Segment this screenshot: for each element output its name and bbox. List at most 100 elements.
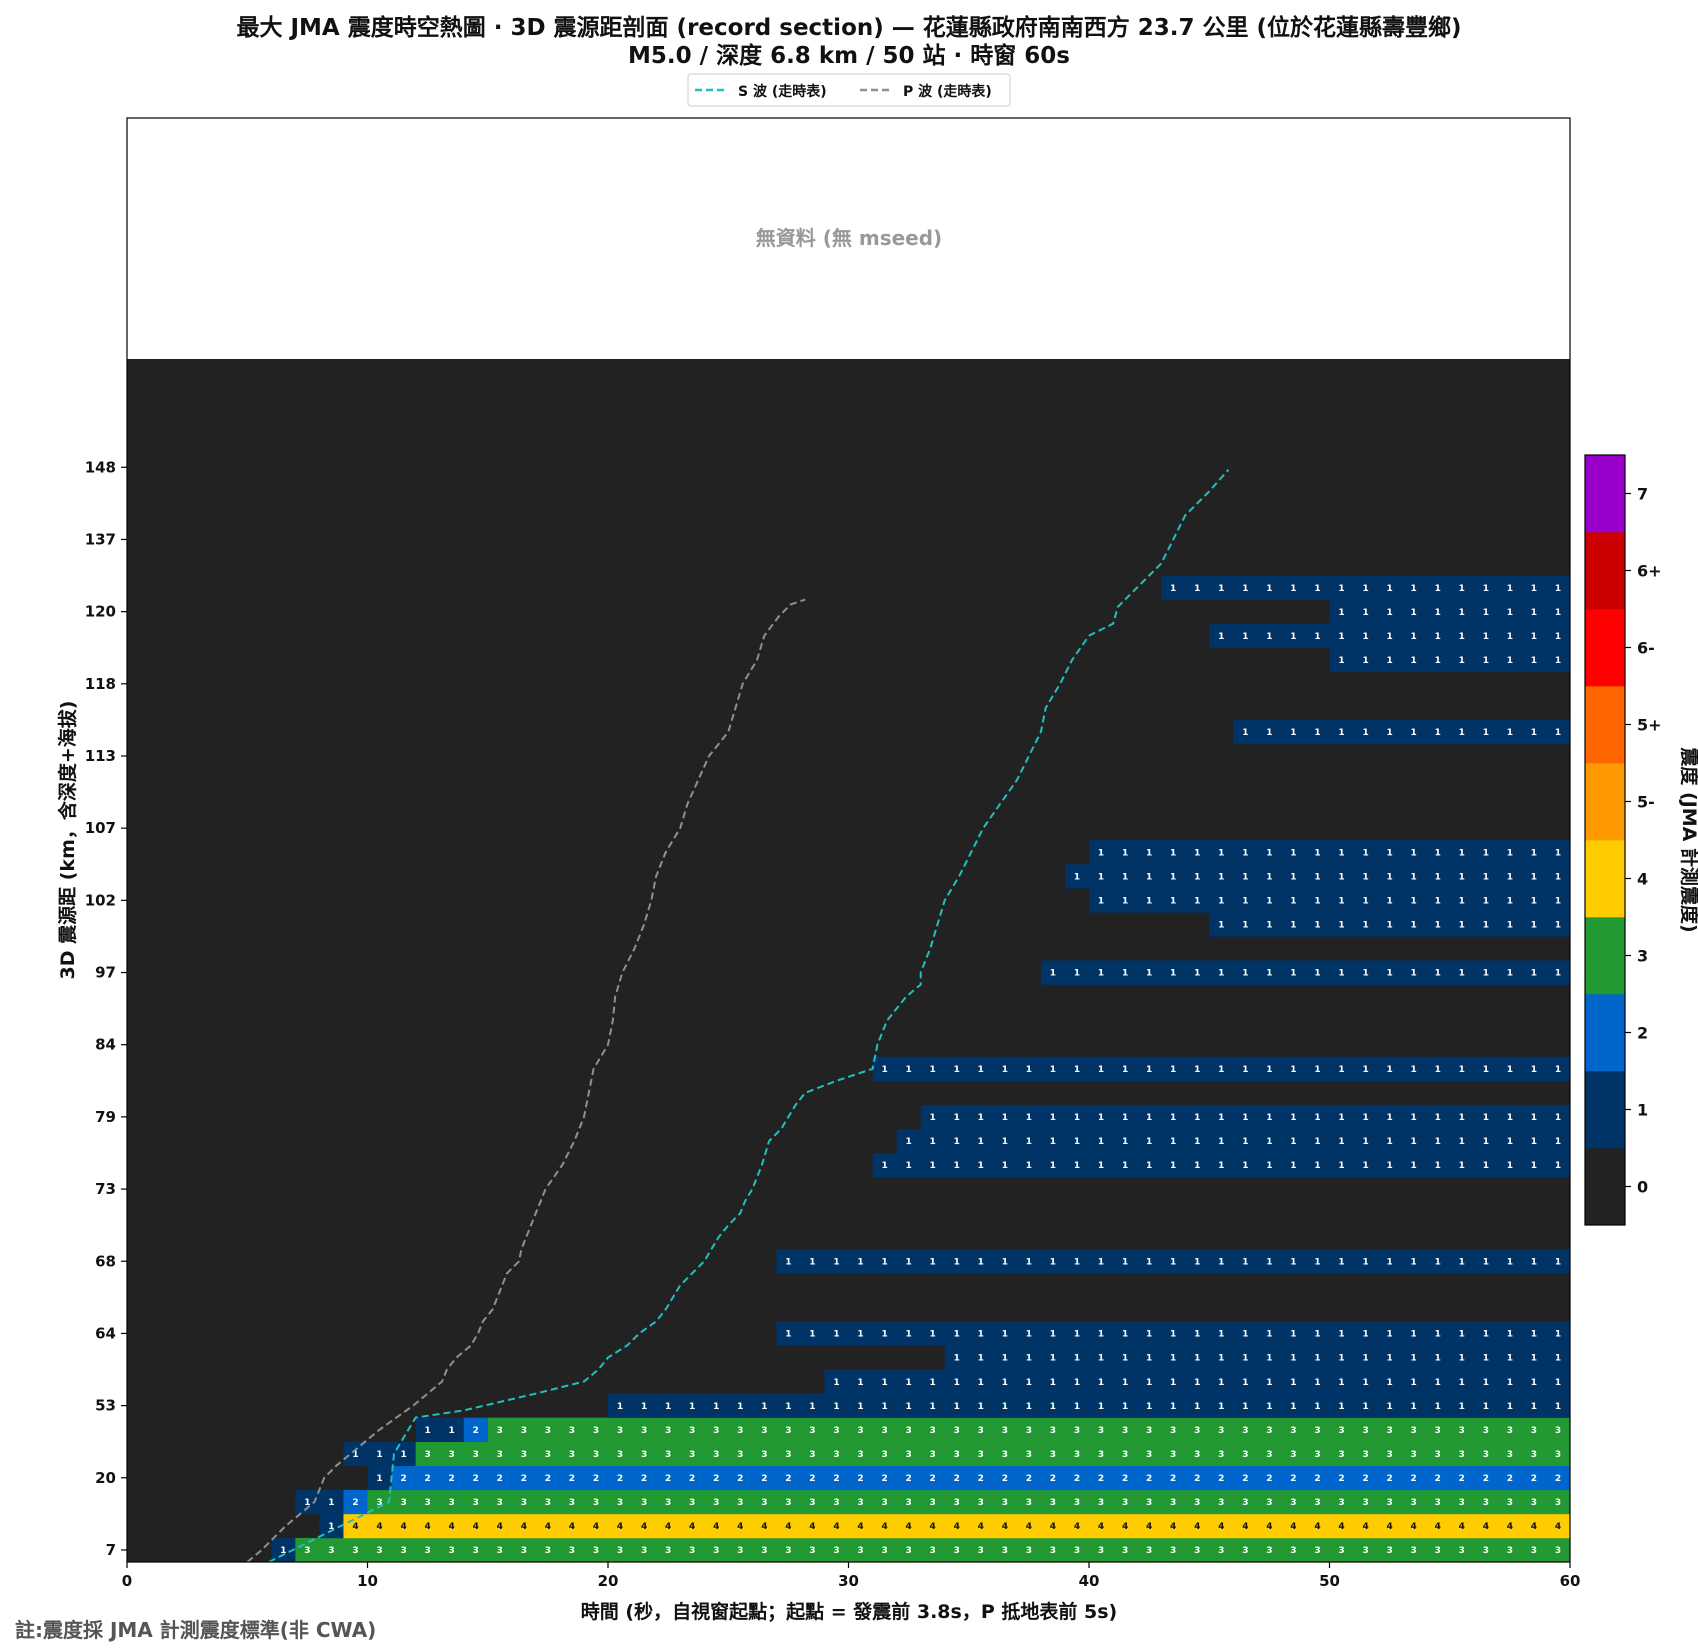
cell-intensity-label: 4 bbox=[1555, 1522, 1561, 1532]
cell-intensity-label: 3 bbox=[1555, 1450, 1561, 1460]
cell-intensity-label: 1 bbox=[1507, 1113, 1513, 1123]
cell-intensity-label: 1 bbox=[1483, 921, 1489, 931]
heatmap-cell-run bbox=[1233, 719, 1570, 745]
heatmap-cells: 1 3 3 3 3 3 3 3 3 3 3 3 3 3 3 3 3 3 3 3 3 3 3 3 3 3 3 3 3 3 3 3 3 3 3 3 3 3 3 3… bbox=[271, 575, 1571, 1563]
heatmap-cell-run bbox=[872, 1152, 1570, 1178]
cell-intensity-label: 1 bbox=[1074, 1402, 1080, 1412]
cell-intensity-label: 2 bbox=[857, 1474, 863, 1484]
cell-intensity-label: 3 bbox=[328, 1546, 334, 1556]
cell-intensity-label: 1 bbox=[1026, 1354, 1032, 1364]
cell-intensity-label: 1 bbox=[352, 1450, 358, 1460]
cell-intensity-label: 2 bbox=[593, 1474, 599, 1484]
cell-intensity-label: 1 bbox=[857, 1330, 863, 1340]
cell-intensity-label: 1 bbox=[1218, 1113, 1224, 1123]
cell-intensity-label: 1 bbox=[954, 1257, 960, 1267]
heatmap-cell-run bbox=[1089, 888, 1570, 913]
cell-intensity-label: 1 bbox=[1314, 728, 1320, 738]
cell-intensity-label: 4 bbox=[1290, 1522, 1296, 1532]
cell-intensity-label: 3 bbox=[1170, 1498, 1176, 1508]
cell-intensity-label: 1 bbox=[905, 1257, 911, 1267]
cell-intensity-label: 1 bbox=[1386, 872, 1392, 882]
cell-intensity-label: 1 bbox=[1290, 1137, 1296, 1147]
cell-intensity-label: 3 bbox=[1338, 1426, 1344, 1436]
cell-intensity-label: 1 bbox=[1098, 969, 1104, 979]
cell-intensity-label: 1 bbox=[1194, 848, 1200, 858]
cell-intensity-label: 2 bbox=[1435, 1474, 1441, 1484]
cell-intensity-label: 1 bbox=[1362, 1257, 1368, 1267]
cell-intensity-label: 3 bbox=[1242, 1498, 1248, 1508]
cell-intensity-label: 4 bbox=[1242, 1522, 1248, 1532]
cell-intensity-label: 4 bbox=[1314, 1522, 1320, 1532]
cell-intensity-label: 2 bbox=[400, 1474, 406, 1484]
cell-intensity-label: 1 bbox=[1531, 1330, 1537, 1340]
cell-intensity-label: 1 bbox=[1555, 608, 1561, 618]
cell-intensity-label: 1 bbox=[1242, 1137, 1248, 1147]
cell-intensity-label: 1 bbox=[1531, 872, 1537, 882]
cell-intensity-label: 1 bbox=[1314, 897, 1320, 907]
cell-intensity-label: 1 bbox=[1483, 656, 1489, 666]
cell-intensity-label: 1 bbox=[1531, 848, 1537, 858]
cell-intensity-label: 1 bbox=[1002, 1354, 1008, 1364]
cell-intensity-label: 1 bbox=[1555, 848, 1561, 858]
cell-intensity-label: 1 bbox=[930, 1330, 936, 1340]
y-tick-label: 120 bbox=[85, 603, 116, 621]
cell-intensity-label: 1 bbox=[1194, 897, 1200, 907]
x-tick-label: 10 bbox=[357, 1572, 378, 1590]
cell-intensity-label: 1 bbox=[1338, 1113, 1344, 1123]
cell-intensity-label: 1 bbox=[1050, 1065, 1056, 1075]
cell-intensity-label: 3 bbox=[761, 1450, 767, 1460]
cell-intensity-label: 1 bbox=[1386, 608, 1392, 618]
colorbar-tick-label: 5+ bbox=[1637, 716, 1662, 735]
cell-intensity-label: 1 bbox=[1555, 897, 1561, 907]
cell-intensity-label: 4 bbox=[449, 1522, 455, 1532]
cell-intensity-label: 1 bbox=[954, 1354, 960, 1364]
cell-intensity-label: 4 bbox=[881, 1522, 887, 1532]
cell-intensity-label: 3 bbox=[1362, 1498, 1368, 1508]
p-wave-curve bbox=[246, 598, 806, 1563]
cell-intensity-label: 2 bbox=[881, 1474, 887, 1484]
cell-intensity-label: 1 bbox=[1122, 969, 1128, 979]
cell-intensity-label: 3 bbox=[400, 1498, 406, 1508]
cell-intensity-label: 3 bbox=[521, 1498, 527, 1508]
cell-intensity-label: 1 bbox=[1146, 1113, 1152, 1123]
cell-intensity-label: 1 bbox=[1459, 897, 1465, 907]
cell-intensity-label: 4 bbox=[954, 1522, 960, 1532]
cell-intensity-label: 1 bbox=[1242, 969, 1248, 979]
cell-intensity-label: 3 bbox=[424, 1450, 430, 1460]
cell-intensity-label: 2 bbox=[1098, 1474, 1104, 1484]
cell-intensity-label: 1 bbox=[1314, 921, 1320, 931]
cell-intensity-label: 1 bbox=[1098, 872, 1104, 882]
cell-intensity-label: 3 bbox=[1194, 1426, 1200, 1436]
cell-intensity-label: 1 bbox=[1146, 1330, 1152, 1340]
cell-intensity-label: 1 bbox=[1098, 897, 1104, 907]
cell-intensity-label: 3 bbox=[905, 1426, 911, 1436]
cell-intensity-label: 1 bbox=[1218, 1378, 1224, 1388]
cell-intensity-label: 1 bbox=[905, 1378, 911, 1388]
cell-intensity-label: 1 bbox=[1459, 608, 1465, 618]
cell-intensity-label: 1 bbox=[1386, 1330, 1392, 1340]
cell-intensity-label: 1 bbox=[930, 1065, 936, 1075]
cell-intensity-label: 3 bbox=[1290, 1498, 1296, 1508]
cell-intensity-label: 1 bbox=[1555, 1330, 1561, 1340]
heatmap-cell-run bbox=[1040, 960, 1570, 985]
cell-intensity-label: 3 bbox=[617, 1546, 623, 1556]
cell-intensity-label: 1 bbox=[1483, 1137, 1489, 1147]
cell-intensity-label: 1 bbox=[1194, 1354, 1200, 1364]
cell-intensity-label: 1 bbox=[280, 1546, 286, 1556]
cell-intensity-label: 3 bbox=[1194, 1498, 1200, 1508]
cell-intensity-label: 3 bbox=[1314, 1498, 1320, 1508]
cell-intensity-label: 2 bbox=[1362, 1474, 1368, 1484]
cell-intensity-label: 3 bbox=[1122, 1450, 1128, 1460]
cell-intensity-label: 1 bbox=[328, 1498, 334, 1508]
cell-intensity-label: 1 bbox=[1266, 897, 1272, 907]
cell-intensity-label: 1 bbox=[978, 1113, 984, 1123]
cell-intensity-label: 3 bbox=[857, 1498, 863, 1508]
cell-intensity-label: 1 bbox=[1122, 848, 1128, 858]
cell-intensity-label: 3 bbox=[954, 1498, 960, 1508]
cell-intensity-label: 3 bbox=[930, 1546, 936, 1556]
cell-intensity-label: 4 bbox=[1074, 1522, 1080, 1532]
cell-intensity-label: 1 bbox=[1507, 1402, 1513, 1412]
cell-intensity-label: 4 bbox=[1170, 1522, 1176, 1532]
cell-intensity-label: 2 bbox=[497, 1474, 503, 1484]
cell-intensity-label: 1 bbox=[954, 1161, 960, 1171]
